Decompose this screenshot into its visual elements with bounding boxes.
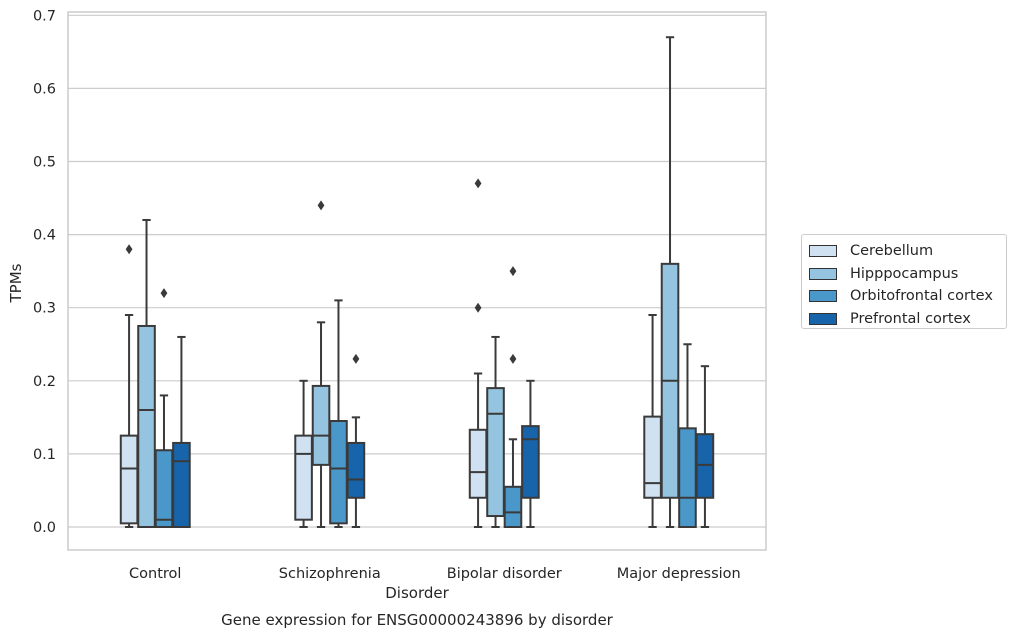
box-body xyxy=(137,324,156,528)
x-tick-label: Control xyxy=(129,566,181,582)
x-axis-label: Disorder xyxy=(385,584,449,602)
box-prefrontal-cortex xyxy=(521,379,540,528)
y-tick-label: 0.4 xyxy=(33,228,56,244)
plot-frame xyxy=(67,11,767,551)
y-tick-label: 0.5 xyxy=(33,155,56,171)
box-body xyxy=(119,434,139,525)
box-body xyxy=(695,433,715,499)
box-body xyxy=(172,441,191,528)
y-tick-labels: 0.0 0.1 0.2 0.3 0.4 0.5 0.6 0.7 xyxy=(33,8,56,536)
box-orbitofrontal-cortex xyxy=(678,343,697,528)
outlier-point xyxy=(352,353,360,364)
y-tick-label: 0.3 xyxy=(33,301,56,317)
box-body xyxy=(294,434,313,521)
y-tick-label: 0.6 xyxy=(33,81,56,97)
y-tick-label: 0.2 xyxy=(33,374,56,390)
x-tick-label: Major depression xyxy=(617,566,741,582)
outlier-point xyxy=(160,288,168,299)
x-tick-labels: Control Schizophrenia Bipolar disorder Majo… xyxy=(129,566,741,582)
y-axis-label: TPMs xyxy=(7,263,25,303)
box-hipppocampus xyxy=(486,335,505,528)
legend-label: Prefrontal cortex xyxy=(850,310,971,327)
box-plots xyxy=(119,36,715,529)
legend: Cerebellum Hipppocampus Orbitofrontal cort… xyxy=(801,234,1007,329)
legend-label: Hipppocampus xyxy=(850,265,959,282)
box-orbitofrontal-cortex xyxy=(503,266,523,529)
x-tick-label: Bipolar disorder xyxy=(447,566,562,582)
box-body xyxy=(311,384,331,466)
box-orbitofrontal-cortex xyxy=(154,288,174,528)
outlier-point xyxy=(509,266,517,277)
legend-swatch xyxy=(809,290,837,303)
outlier-point xyxy=(125,244,133,255)
box-cerebellum xyxy=(468,178,488,528)
box-hipppocampus xyxy=(311,200,331,528)
legend-swatch xyxy=(809,245,837,258)
box-hipppocampus xyxy=(660,36,680,528)
legend-item: Orbitofrontal cortex xyxy=(808,285,1000,308)
outlier-point xyxy=(509,353,517,364)
chart-title: Gene expression for ENSG00000243896 by d… xyxy=(221,611,614,629)
box-body xyxy=(154,449,174,528)
box-cerebellum xyxy=(294,379,313,528)
legend-swatch xyxy=(809,312,837,325)
legend-swatch xyxy=(809,267,837,280)
outlier-point xyxy=(474,302,482,313)
box-prefrontal-cortex xyxy=(172,335,191,528)
x-tick-label: Schizophrenia xyxy=(279,566,381,582)
legend-label: Cerebellum xyxy=(850,243,934,260)
box-body xyxy=(346,441,366,499)
legend-item: Prefrontal cortex xyxy=(808,308,1000,331)
box-orbitofrontal-cortex xyxy=(329,299,348,528)
outlier-point xyxy=(474,178,482,189)
box-cerebellum xyxy=(643,314,662,528)
box-prefrontal-cortex xyxy=(695,365,715,528)
y-tick-label: 0.7 xyxy=(33,8,56,24)
outlier-point xyxy=(317,200,325,211)
legend-item: Cerebellum xyxy=(808,240,1000,263)
y-tick-label: 0.0 xyxy=(33,520,56,536)
box-body xyxy=(503,485,523,529)
box-hipppocampus xyxy=(137,218,156,528)
y-tick-label: 0.1 xyxy=(33,447,56,463)
box-prefrontal-cortex xyxy=(346,353,366,528)
box-body xyxy=(468,428,488,499)
legend-item: Hipppocampus xyxy=(808,263,1000,286)
box-body xyxy=(486,387,505,518)
box-cerebellum xyxy=(119,244,139,528)
box-body xyxy=(643,415,662,499)
box-body xyxy=(329,420,348,525)
box-body xyxy=(678,427,697,528)
box-body xyxy=(521,425,540,499)
legend-label: Orbitofrontal cortex xyxy=(850,288,993,305)
